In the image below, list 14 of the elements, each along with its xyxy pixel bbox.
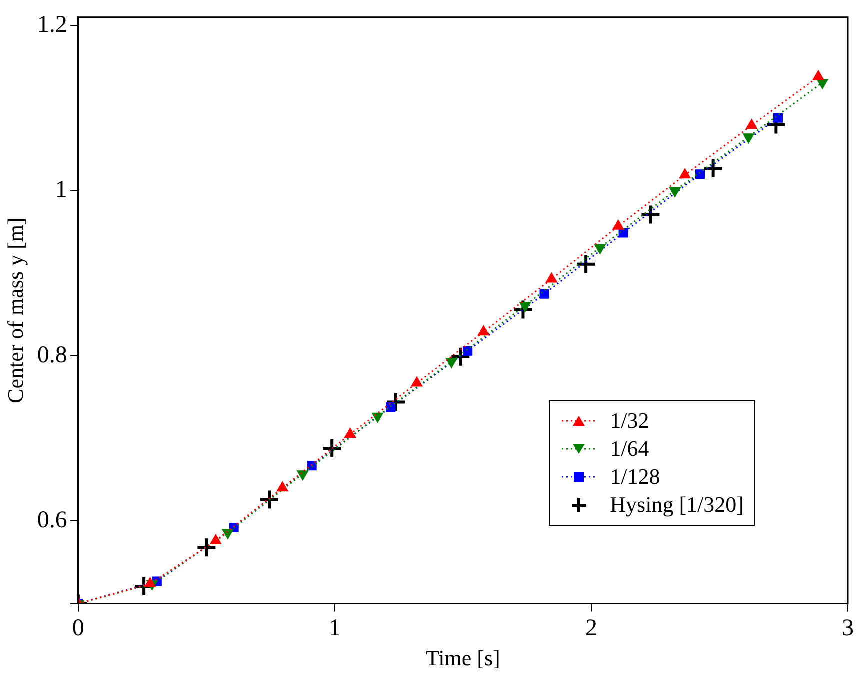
legend-label: 1/64	[610, 435, 650, 463]
x-axis-title: Time [s]	[426, 646, 500, 671]
y-tick-label: 0.8	[37, 342, 68, 368]
y-axis-title: Center of mass y [m]	[2, 218, 28, 404]
legend-label: Hysing [1/320]	[610, 491, 744, 519]
y-tick-label: 1.2	[37, 12, 68, 38]
y-tick-label: 0.6	[37, 508, 68, 534]
x-tick-label: 3	[842, 615, 854, 642]
legend-label: 1/128	[610, 463, 660, 491]
x-tick-label: 1	[328, 615, 341, 642]
y-tick-label: 1	[55, 177, 68, 204]
x-tick-label: 2	[585, 615, 598, 642]
legend-label: 1/32	[610, 407, 650, 435]
x-tick-label: 0	[72, 615, 84, 642]
